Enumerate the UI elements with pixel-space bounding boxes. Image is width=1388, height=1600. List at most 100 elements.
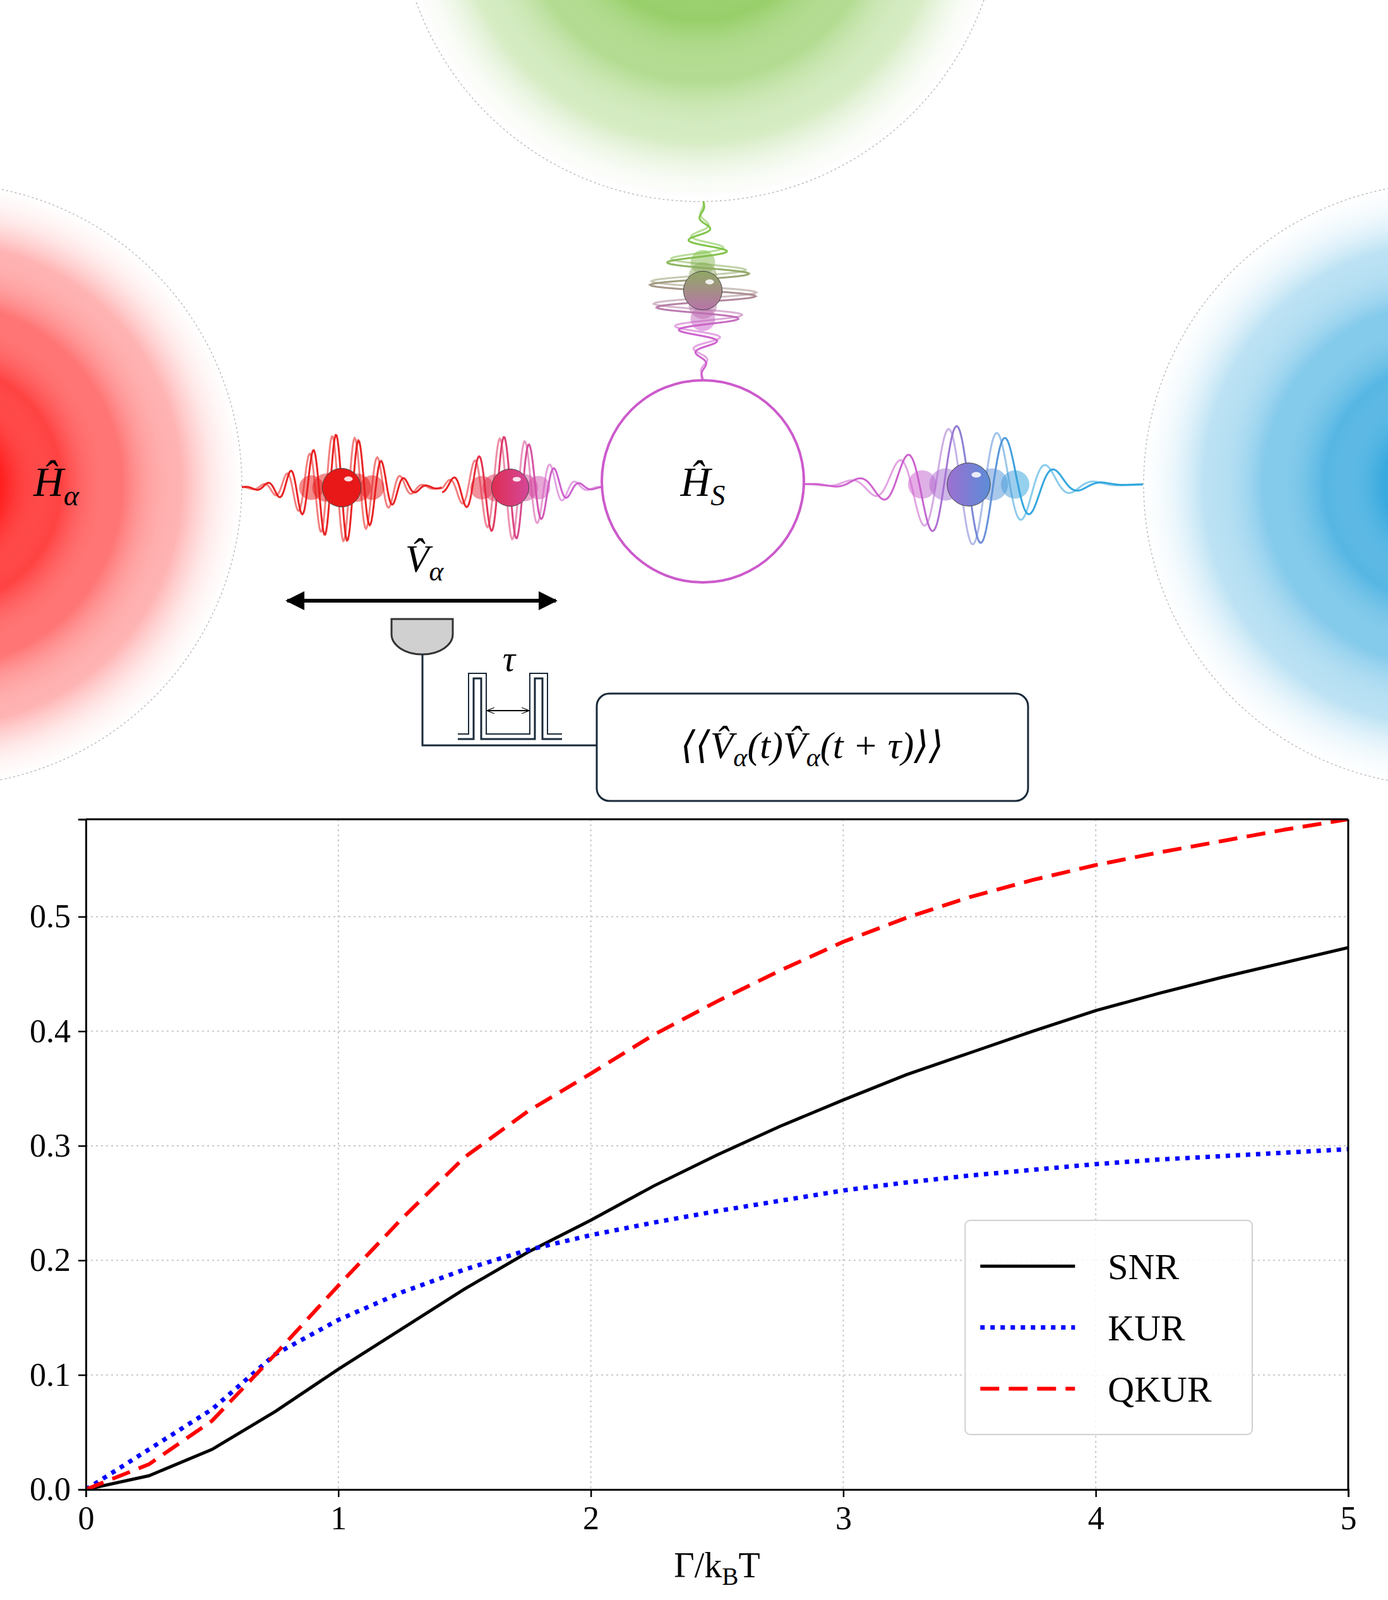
reservoir: [0, 183, 242, 786]
grid-line: [85, 915, 1349, 917]
tick-mark: [78, 1374, 86, 1377]
wave: [651, 201, 757, 380]
subscript: B: [721, 1562, 739, 1590]
tick: 0.0: [29, 1470, 86, 1507]
legend-item: SNR: [980, 1245, 1179, 1287]
correlator-box: [596, 693, 1029, 801]
series-line: [85, 1148, 1349, 1490]
axis-line: [78, 819, 87, 1490]
legend-item: KUR: [980, 1307, 1186, 1349]
tick: 0.1: [29, 1356, 86, 1393]
tick-mark: [78, 915, 86, 918]
highlight: [705, 279, 714, 285]
x-axis: 0 1 2 3 4 5: [78, 1489, 1358, 1536]
series-line: [85, 947, 1349, 1490]
wave-packet: [442, 436, 602, 540]
subscript: S: [710, 479, 725, 512]
tick: 0.4: [29, 1012, 86, 1049]
tick: 4: [1088, 1489, 1105, 1536]
tick-label: 0.1: [29, 1356, 71, 1393]
tick-mark: [78, 1030, 86, 1033]
grid-line: [85, 1030, 1349, 1032]
grid-line: [85, 1144, 1349, 1147]
y-axis: 0.0 0.1 0.2 0.3 0.4 0.5: [29, 819, 87, 1508]
tick-label: 4: [1088, 1499, 1105, 1536]
legend-item: QKUR: [980, 1368, 1212, 1410]
particle: [491, 468, 529, 506]
subscript: α: [429, 555, 445, 587]
wave: [649, 201, 756, 380]
text-part: T: [738, 1545, 760, 1585]
grid-line: [337, 819, 340, 1490]
reservoir: [1143, 183, 1388, 786]
particle: [690, 306, 716, 331]
detector: [391, 618, 453, 655]
tick-label: 0: [78, 1499, 95, 1536]
legend-swatch: [980, 1386, 1075, 1391]
tick-mark: [1094, 1489, 1097, 1497]
tick: 0.5: [29, 897, 86, 934]
highlight: [971, 471, 981, 478]
tick-label: 0.4: [29, 1012, 71, 1049]
x-axis-title: Γ/kBT: [673, 1545, 760, 1590]
tick-mark: [337, 1489, 340, 1497]
tick: 0: [78, 1489, 95, 1536]
grid-line: [842, 819, 844, 1490]
tick-label: 1: [330, 1499, 347, 1536]
tick-label: 0.5: [29, 897, 71, 934]
grid-line: [590, 819, 592, 1490]
delay-arrow: [487, 709, 529, 712]
pulses: [457, 678, 563, 739]
delay-label: τ: [502, 639, 517, 679]
figure: ĤαĤSV̂ατ⟨⟨V̂α(t)V̂α(t + τ)⟩⟩0123450.00.1…: [0, 0, 1388, 1600]
highlight: [344, 476, 353, 482]
frame: [1347, 819, 1350, 1490]
legend-box: [964, 1220, 1253, 1435]
tick-mark: [78, 1144, 86, 1147]
particle: [947, 462, 991, 506]
series-line: [85, 819, 1349, 1490]
plot-area: [85, 819, 1349, 1490]
wave-packet: [803, 426, 1143, 545]
tick-mark: [78, 1488, 86, 1491]
reservoir-label: Ĥα: [32, 458, 81, 512]
axis-line: [86, 1489, 1349, 1498]
legend-label: SNR: [1107, 1245, 1179, 1287]
wave: [803, 426, 1143, 544]
legend: SNR KUR QKUR: [964, 1220, 1253, 1435]
system: [601, 380, 804, 583]
particle: [1000, 470, 1030, 499]
tick-mark: [1347, 1489, 1350, 1497]
text-part: (t + τ)⟩⟩: [820, 724, 944, 766]
wave-packet: [241, 435, 443, 542]
tick: 0.2: [29, 1241, 86, 1278]
tick-mark: [78, 1259, 86, 1262]
tick-label: 0.3: [29, 1127, 71, 1164]
text-part: Ĥ: [680, 458, 713, 505]
grid: [85, 819, 1349, 1490]
text-part: Γ/k: [673, 1545, 722, 1585]
tick: 0.3: [29, 1127, 86, 1164]
tick: 3: [835, 1489, 852, 1536]
tick: 1: [330, 1489, 347, 1536]
tick-mark: [843, 1489, 845, 1497]
legend-swatch: [980, 1264, 1075, 1268]
text-part: ⟨⟨V̂: [680, 724, 738, 766]
pulses-outline: [457, 673, 563, 734]
reservoir: [398, 0, 1001, 202]
particle: [683, 270, 722, 310]
system-label: ĤS: [680, 458, 726, 512]
tick: 2: [582, 1489, 600, 1536]
particle: [526, 475, 551, 499]
highlight: [512, 476, 521, 482]
grid-line: [1347, 819, 1349, 1490]
text-part: (t)V̂: [747, 724, 811, 766]
wave: [442, 438, 602, 539]
tick-label: 3: [835, 1499, 852, 1536]
particle: [359, 475, 385, 501]
legend-label: QKUR: [1107, 1368, 1212, 1410]
legend-swatch: [980, 1324, 1075, 1330]
coupling-label: V̂α: [405, 536, 445, 587]
tick: 5: [1340, 1489, 1358, 1536]
schematic: ĤαĤSV̂ατ⟨⟨V̂α(t)V̂α(t + τ)⟩⟩: [0, 0, 1388, 801]
